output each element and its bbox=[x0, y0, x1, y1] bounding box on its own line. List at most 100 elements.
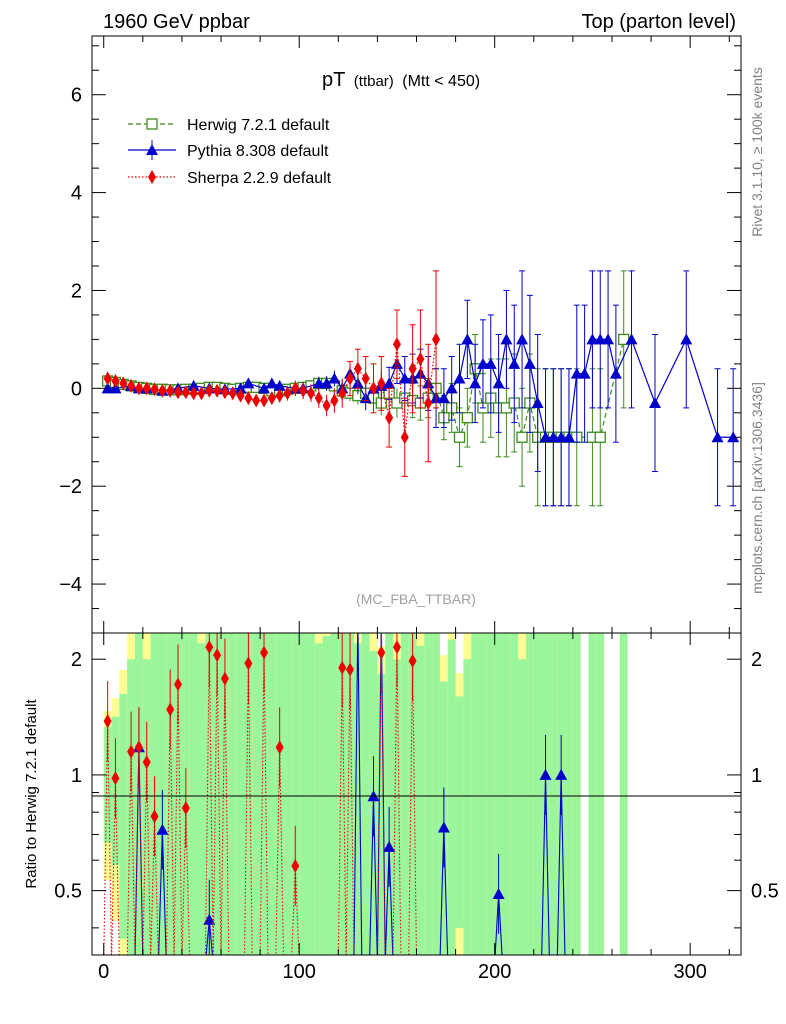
ratio-point-sherpa bbox=[392, 640, 401, 655]
data-point-sherpa bbox=[385, 410, 394, 425]
ratio-band-green bbox=[377, 673, 386, 955]
legend-label-pythia: Pythia 8.308 default bbox=[187, 143, 329, 160]
data-point-pythia bbox=[484, 357, 497, 369]
data-point-sherpa bbox=[127, 378, 136, 393]
data-point-pythia bbox=[258, 382, 271, 394]
ratio-series-pythia bbox=[132, 633, 568, 955]
ratio-point-sherpa bbox=[150, 809, 159, 824]
ratio-point-sherpa bbox=[181, 801, 190, 816]
ratio-point-sherpa bbox=[408, 653, 417, 668]
data-point-pythia bbox=[273, 379, 286, 391]
data-point-pythia bbox=[461, 333, 474, 345]
data-point-sherpa bbox=[283, 386, 292, 401]
ratio-band-green bbox=[236, 633, 245, 955]
data-point-herwig bbox=[461, 412, 473, 424]
data-point-sherpa bbox=[377, 376, 386, 391]
axes: 0 100 200 300 −4 −2 0 2 4 6 0.5 0.5 1 1 2 2 bbox=[54, 36, 779, 983]
data-point-sherpa bbox=[314, 391, 323, 406]
data-point-sherpa bbox=[111, 373, 120, 388]
ratio-band-green bbox=[322, 635, 331, 955]
data-point-herwig bbox=[594, 431, 606, 443]
data-point-pythia bbox=[383, 377, 396, 389]
data-point-pythia bbox=[234, 382, 247, 394]
ratio-tick-label-left: 2 bbox=[71, 649, 82, 671]
data-point-sherpa bbox=[189, 386, 198, 401]
data-point-pythia bbox=[187, 379, 200, 391]
data-point-pythia bbox=[609, 367, 622, 379]
ratio-point-sherpa bbox=[205, 640, 214, 655]
data-point-pythia bbox=[242, 377, 255, 389]
chart-title-main: pT bbox=[322, 69, 345, 91]
data-point-pythia bbox=[625, 333, 638, 345]
data-point-pythia bbox=[602, 333, 615, 345]
ratio-point-sherpa bbox=[291, 858, 300, 873]
y-tick-label: −4 bbox=[59, 574, 82, 596]
data-point-pythia bbox=[562, 431, 575, 443]
ratio-point-sherpa bbox=[103, 714, 112, 729]
ratio-band-green bbox=[494, 633, 503, 955]
analysis-watermark: (MC_FBA_TTBAR) bbox=[356, 591, 476, 607]
data-point-pythia bbox=[437, 392, 450, 404]
ratio-band-green bbox=[447, 639, 456, 955]
data-point-sherpa bbox=[252, 393, 261, 408]
ratio-point-pythia bbox=[539, 768, 552, 780]
ratio-tick-label-left: 1 bbox=[71, 765, 82, 787]
data-point-sherpa bbox=[432, 332, 441, 347]
ratio-band-green bbox=[283, 633, 292, 955]
ratio-tick-label-right: 0.5 bbox=[751, 881, 779, 903]
ratio-band-green bbox=[400, 633, 409, 955]
data-point-pythia bbox=[711, 431, 724, 443]
ratio-point-sherpa bbox=[220, 671, 229, 686]
ratio-point-sherpa bbox=[260, 645, 269, 660]
data-point-sherpa bbox=[392, 337, 401, 352]
data-point-sherpa bbox=[424, 396, 433, 411]
data-point-sherpa bbox=[174, 385, 183, 400]
data-point-sherpa bbox=[322, 398, 331, 413]
data-point-herwig bbox=[453, 431, 466, 443]
ratio-band-green bbox=[361, 633, 370, 955]
data-point-sherpa bbox=[142, 381, 151, 396]
x-tick-label: 200 bbox=[478, 961, 511, 983]
ratio-band-green bbox=[463, 659, 472, 955]
legend-entry-sherpa: Sherpa 2.2.9 default bbox=[128, 170, 332, 187]
ratio-band-green bbox=[189, 633, 198, 955]
ratio-point-sherpa bbox=[338, 660, 347, 675]
ratio-band-green bbox=[502, 633, 511, 955]
data-point-pythia bbox=[555, 431, 568, 443]
ratio-band-green bbox=[393, 659, 401, 955]
ratio-band-green bbox=[275, 633, 284, 955]
ratio-point-sherpa bbox=[111, 771, 120, 786]
data-point-pythia bbox=[492, 377, 505, 389]
ratio-band-green bbox=[588, 633, 597, 955]
rivet-label: Rivet 3.1.10, ≥ 100k events bbox=[749, 67, 765, 237]
ratio-band-green bbox=[596, 633, 605, 955]
ratio-point-sherpa bbox=[346, 662, 355, 677]
data-point-herwig bbox=[516, 431, 528, 443]
ratio-point-pythia bbox=[156, 823, 169, 835]
ratio-band-green bbox=[455, 696, 464, 928]
data-point-pythia bbox=[500, 333, 513, 345]
data-point-pythia bbox=[570, 367, 583, 379]
data-point-pythia bbox=[586, 333, 599, 345]
legend-marker-herwig bbox=[146, 118, 158, 130]
ratio-point-sherpa bbox=[174, 677, 183, 692]
data-point-pythia bbox=[578, 367, 591, 379]
ratio-band-green bbox=[244, 633, 253, 955]
data-point-pythia bbox=[469, 377, 482, 389]
ratio-band-green bbox=[299, 633, 308, 955]
ratio-band-green bbox=[486, 633, 495, 955]
ratio-band-green bbox=[510, 633, 519, 955]
chart-title-cut: (Mtt < 450) bbox=[402, 73, 480, 90]
ratio-band-green bbox=[432, 633, 440, 955]
data-point-pythia bbox=[101, 382, 114, 394]
data-point-sherpa bbox=[236, 388, 245, 403]
ratio-band-green bbox=[408, 633, 417, 955]
ratio-line-sherpa bbox=[103, 647, 418, 955]
ratio-point-pythia bbox=[492, 887, 505, 899]
data-point-sherpa bbox=[197, 386, 206, 401]
ratio-band-green bbox=[260, 633, 268, 955]
legend-label-herwig: Herwig 7.2.1 default bbox=[187, 117, 330, 134]
data-point-sherpa bbox=[150, 382, 159, 397]
ratio-tick-label-left: 0.5 bbox=[54, 881, 82, 903]
